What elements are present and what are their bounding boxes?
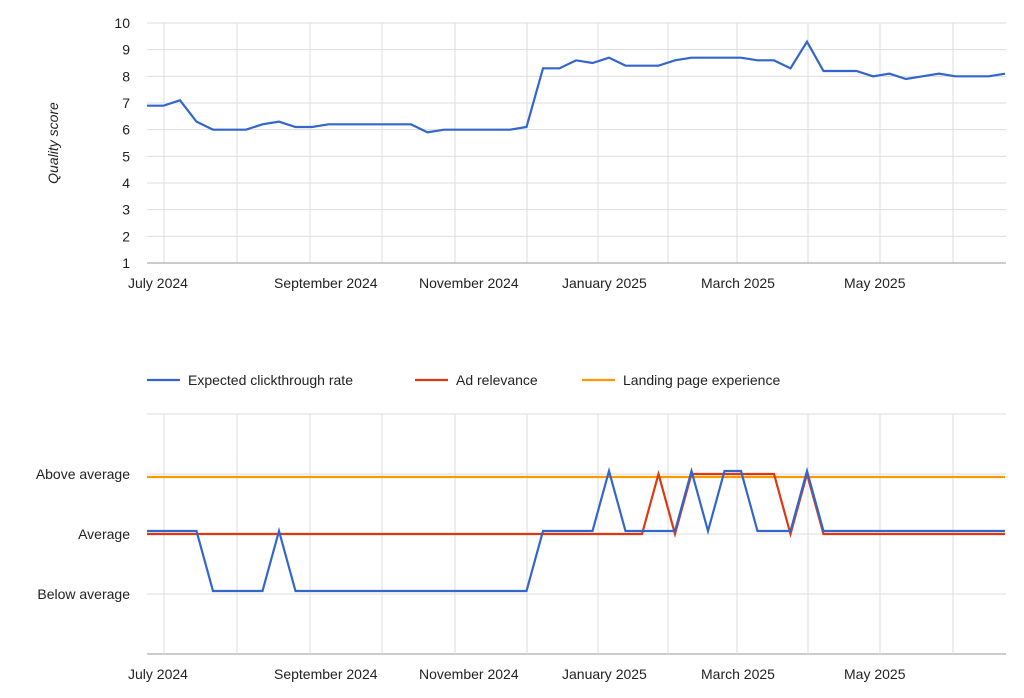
y-tick-label: Above average	[36, 466, 130, 482]
legend-label: Landing page experience	[623, 372, 780, 388]
y-tick-label: 3	[122, 202, 130, 218]
y-tick-label: 6	[122, 122, 130, 138]
y-axis-title: Quality score	[45, 102, 61, 184]
y-tick-label: 8	[122, 68, 130, 84]
x-tick-label: January 2025	[562, 275, 647, 291]
y-tick-label: 5	[122, 148, 130, 164]
x-tick-label: May 2025	[844, 666, 906, 682]
y-tick-label: 7	[122, 95, 130, 111]
x-tick-label: January 2025	[562, 666, 647, 682]
x-tick-label: July 2024	[128, 666, 188, 682]
x-tick-label: May 2025	[844, 275, 906, 291]
x-tick-label: November 2024	[419, 275, 519, 291]
y-tick-label: 10	[114, 15, 130, 31]
x-tick-label: September 2024	[274, 275, 378, 291]
y-tick-label: Below average	[37, 586, 130, 602]
legend-label: Expected clickthrough rate	[188, 372, 353, 388]
x-tick-label: March 2025	[701, 275, 775, 291]
series-line	[147, 469, 1005, 539]
y-tick-label: 4	[122, 175, 130, 191]
x-tick-label: November 2024	[419, 666, 519, 682]
x-tick-label: March 2025	[701, 666, 775, 682]
legend-label: Ad relevance	[456, 372, 538, 388]
y-tick-label: Average	[78, 526, 130, 542]
y-tick-label: 1	[122, 255, 130, 271]
y-tick-label: 9	[122, 42, 130, 58]
quality-score-chart: 1 2 3 4 5 6 7 8 9 10 July 2024 September 2024 Novemb…	[45, 15, 1006, 291]
x-tick-label: July 2024	[128, 275, 188, 291]
x-tick-label: September 2024	[274, 666, 378, 682]
y-tick-label: 2	[122, 228, 130, 244]
